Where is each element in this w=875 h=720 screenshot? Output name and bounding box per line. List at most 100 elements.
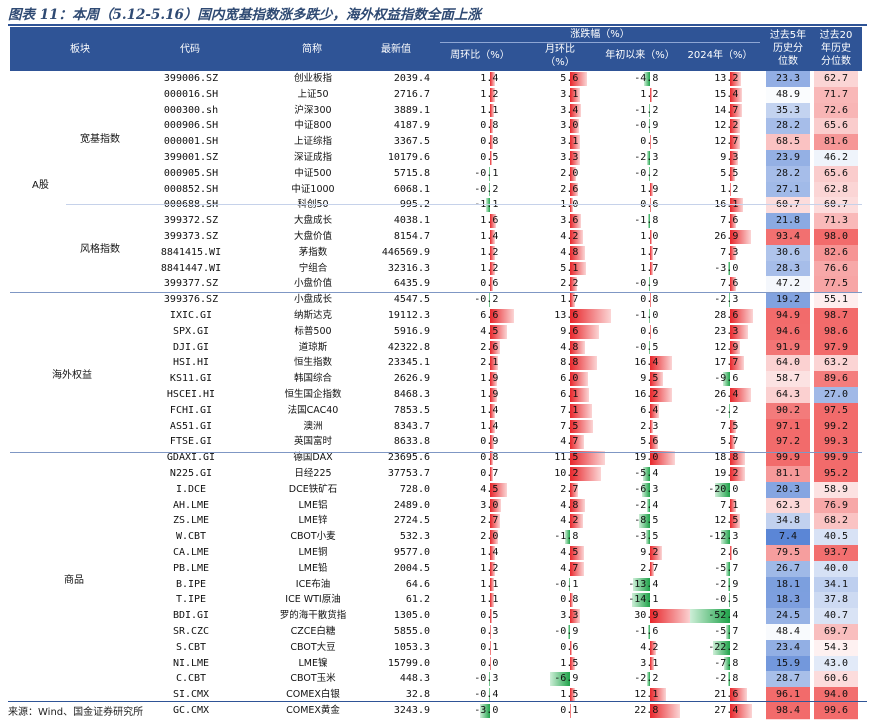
bar-mom — [570, 467, 601, 481]
value-mom: 2.0 — [560, 167, 579, 179]
percentile-5y: 28.2 — [766, 165, 810, 182]
value-ytd: 0.5 — [640, 136, 659, 148]
row-name: 法国CAC40 — [287, 404, 339, 416]
row-name: 纳斯达克 — [293, 310, 332, 321]
title-rule — [8, 24, 867, 26]
row-name: COMEX白银 — [286, 689, 340, 701]
table-row: 8841447.WI 宁组合 32316.3 1.2 5.1 1.7 -3.0 28.3 76.… — [10, 260, 862, 277]
bar-ytd — [650, 451, 676, 465]
value-y2024: -5.7 — [714, 562, 739, 574]
value-ytd: 9.5 — [640, 373, 659, 385]
row-name: 恒生国企指数 — [284, 389, 342, 400]
table-header: 板块 代码 简称 最新值 涨跌幅（%） 周环比（%） 月环比 （%） 年初以来（… — [10, 27, 862, 71]
bar-wow — [490, 577, 495, 592]
value-wow: 2.6 — [480, 341, 499, 353]
value-wow: 0.3 — [480, 626, 499, 637]
percentile-5y: 58.7 — [766, 371, 810, 387]
bar-mom — [570, 514, 583, 529]
percentile-20y: 82.6 — [814, 244, 858, 261]
row-code: 000905.SH — [163, 167, 219, 179]
bar-mom — [570, 340, 585, 355]
header-pct5-line3: 位数 — [778, 56, 798, 67]
value-ytd: -3.5 — [634, 531, 659, 543]
group-label-commodity: 商品 — [64, 575, 84, 586]
value-mom: 0.1 — [560, 705, 579, 716]
table-row: T.IPE ICE WTI原油 61.2 1.1 0.8 -14.1 -0.5 18.3 37.… — [10, 592, 862, 609]
value-mom: 6.0 — [560, 373, 579, 385]
row-code: 8841415.WI — [160, 246, 222, 258]
percentile-5y: 26.7 — [766, 560, 810, 577]
percentile-5y: 30.6 — [766, 244, 810, 261]
bar-ytd — [649, 119, 651, 134]
bar-y2024 — [730, 451, 745, 465]
value-mom: 4.8 — [560, 341, 579, 353]
value-mom: 3.3 — [560, 610, 579, 622]
row-code: 399006.SZ — [163, 73, 219, 84]
bar-y2024 — [730, 151, 738, 165]
row-code: SR.CZC — [172, 626, 210, 637]
value-mom: 3.0 — [560, 120, 579, 132]
percentile-5y: 90.2 — [766, 402, 810, 419]
row-code: S.CBT — [175, 641, 207, 653]
percentile-20y: 71.7 — [814, 86, 858, 103]
value-wow: 0.1 — [480, 641, 499, 653]
table-row: AS51.GI 澳洲 8343.7 1.4 7.5 2.3 7.5 97.1 99.2 — [10, 418, 862, 435]
value-ytd: 2.3 — [640, 420, 659, 432]
row-latest-value: 9577.0 — [393, 547, 430, 558]
row-name: 英国富时 — [293, 436, 332, 448]
percentile-5y: 28.3 — [766, 260, 810, 277]
table-row: N225.GI 日经225 37753.7 0.7 10.2 -5.4 19.2 81.1 95… — [10, 466, 862, 482]
bar-wow — [490, 530, 498, 544]
row-name: ICE WTI原油 — [285, 594, 341, 606]
value-ytd: 16.2 — [634, 389, 659, 400]
bar-wow — [490, 467, 493, 481]
bar-y2024 — [730, 214, 737, 228]
value-wow: 1.1 — [480, 104, 499, 116]
bar-y2024 — [728, 261, 731, 276]
percentile-20y: 34.1 — [814, 576, 858, 593]
row-code: B.IPE — [175, 578, 207, 590]
value-wow: 1.2 — [480, 562, 499, 574]
value-ytd: 2.7 — [640, 562, 659, 574]
table-row: 000688.SH科创50995.2-1.11.00.616.160.760.7 — [10, 197, 862, 214]
header-pct20-line1: 过去20 — [819, 30, 853, 41]
percentile-20y: 94.0 — [814, 687, 858, 703]
bar-y2024 — [725, 561, 731, 576]
divider-a-share-overseas — [10, 292, 862, 293]
bar-ytd — [645, 530, 651, 544]
bar-wow — [490, 214, 497, 228]
table-row: HSI.HI 恒生指数 23345.1 2.1 8.8 16.4 17.7 64.0 63.2 — [10, 355, 862, 372]
bar-ytd — [650, 688, 667, 702]
figure-title: 图表 11：本周（5.12-5.16）国内宽基指数涨多跌少，海外权益指数全面上涨 — [8, 7, 481, 23]
value-wow: -0.2 — [474, 294, 499, 306]
header-name: 简称 — [302, 44, 322, 55]
header-pct20-line2: 年历史 — [821, 43, 851, 54]
row-latest-value: 32316.3 — [387, 262, 430, 274]
bar-mom — [570, 688, 575, 702]
percentile-20y: 99.9 — [814, 450, 858, 466]
bar-ytd — [650, 356, 672, 371]
bar-y2024 — [730, 309, 753, 323]
bar-wow — [490, 230, 496, 244]
row-code: C.CBT — [175, 673, 207, 685]
row-latest-value: 8468.3 — [393, 389, 430, 400]
bar-wow — [490, 388, 498, 402]
bar-wow — [490, 324, 507, 339]
value-ytd: 6.4 — [640, 404, 659, 416]
row-name: 创业板指 — [293, 73, 332, 84]
value-ytd: 22.8 — [634, 705, 659, 716]
percentile-5y: 94.9 — [766, 308, 810, 324]
percentile-20y: 89.6 — [814, 371, 858, 387]
percentile-20y: 69.7 — [814, 624, 858, 640]
percentile-5y: 34.8 — [766, 513, 810, 530]
bar-wow — [490, 546, 496, 560]
value-ytd: -2.4 — [634, 499, 659, 511]
row-name: CBOT大豆 — [290, 641, 336, 653]
value-mom: 4.2 — [560, 515, 579, 527]
value-y2024: 16.1 — [678, 197, 738, 213]
value-mom: 2.7 — [560, 483, 579, 495]
value-mom: 4.8 — [560, 246, 579, 258]
value-wow: 1.6 — [480, 215, 499, 227]
percentile-5y: 28.7 — [766, 671, 810, 688]
value-ytd: 1.0 — [640, 231, 659, 242]
